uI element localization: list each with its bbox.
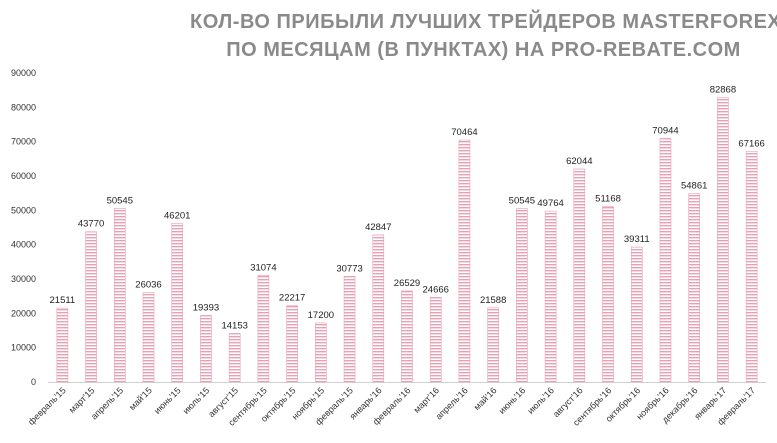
x-tick-label: февраль'15 bbox=[26, 385, 68, 427]
bar bbox=[630, 246, 643, 383]
x-tick-label: июнь'16 bbox=[497, 385, 528, 416]
y-tick-label: 30000 bbox=[11, 274, 36, 284]
y-tick-label: 50000 bbox=[11, 205, 36, 215]
data-label: 22217 bbox=[279, 293, 305, 304]
bar bbox=[429, 297, 442, 383]
bar bbox=[688, 193, 701, 383]
data-label: 17200 bbox=[308, 310, 334, 321]
data-label: 43770 bbox=[78, 219, 104, 230]
data-label: 67166 bbox=[738, 138, 764, 149]
data-label: 50545 bbox=[107, 195, 133, 206]
bar bbox=[228, 333, 241, 383]
bar bbox=[487, 307, 499, 383]
bar bbox=[56, 307, 69, 383]
y-tick-label: 20000 bbox=[11, 308, 36, 318]
y-tick-label: 0 bbox=[31, 377, 36, 387]
bar bbox=[573, 168, 586, 383]
data-label: 70464 bbox=[451, 127, 477, 138]
data-label: 54861 bbox=[681, 181, 707, 192]
chart-title: КОЛ-ВО ПРИБЫЛИ ЛУЧШИХ ТРЕЙДЕРОВ MASTERFO… bbox=[0, 8, 777, 64]
y-tick-label: 70000 bbox=[11, 137, 36, 147]
bar bbox=[142, 292, 155, 383]
y-axis: 0 10000 20000 30000 40000 50000 60000 70000 8000… bbox=[11, 68, 36, 387]
bar bbox=[114, 208, 126, 383]
bars bbox=[56, 97, 758, 383]
y-tick-label: 90000 bbox=[11, 68, 36, 78]
y-tick-label: 80000 bbox=[11, 102, 36, 112]
bar bbox=[257, 275, 270, 383]
bar bbox=[458, 139, 471, 383]
x-tick-label: июнь'15 bbox=[152, 385, 183, 416]
data-label: 30773 bbox=[336, 263, 362, 274]
data-label: 50545 bbox=[509, 195, 535, 206]
bar bbox=[200, 315, 212, 383]
data-label: 42847 bbox=[365, 222, 391, 233]
chart-title-line-1: КОЛ-ВО ПРИБЫЛИ ЛУЧШИХ ТРЕЙДЕРОВ MASTERFO… bbox=[190, 11, 777, 33]
bar bbox=[745, 151, 758, 383]
bar bbox=[85, 231, 97, 383]
y-tick-label: 60000 bbox=[11, 171, 36, 181]
data-label: 39311 bbox=[624, 234, 650, 245]
data-label: 26036 bbox=[135, 280, 161, 291]
bar bbox=[717, 97, 729, 383]
data-label: 21588 bbox=[480, 295, 506, 306]
y-tick-label: 40000 bbox=[11, 240, 36, 250]
data-label: 21511 bbox=[50, 295, 76, 306]
data-label: 51168 bbox=[595, 193, 621, 204]
data-label: 19393 bbox=[193, 302, 219, 313]
data-label: 24666 bbox=[423, 284, 449, 295]
data-label: 26529 bbox=[394, 278, 420, 289]
bar bbox=[372, 234, 385, 383]
chart-title-line-2: ПО МЕСЯЦАМ (В ПУНКТАХ) НА PRO-REBATE.COM bbox=[226, 39, 741, 61]
bar bbox=[659, 138, 672, 383]
x-tick-label: май'16 bbox=[472, 385, 499, 412]
x-tick-label: май'15 bbox=[127, 385, 154, 412]
bar bbox=[315, 322, 327, 383]
bar bbox=[602, 206, 614, 383]
bar bbox=[171, 223, 184, 383]
data-label: 49764 bbox=[537, 198, 563, 209]
bar bbox=[401, 290, 413, 383]
bar bbox=[343, 276, 356, 383]
data-label: 14153 bbox=[221, 320, 247, 331]
bar bbox=[286, 305, 298, 383]
y-tick-label: 10000 bbox=[11, 343, 36, 353]
data-label: 31074 bbox=[250, 262, 276, 273]
data-label: 46201 bbox=[164, 210, 190, 221]
data-label: 70944 bbox=[652, 125, 678, 136]
data-label: 62044 bbox=[566, 156, 592, 167]
data-label: 82868 bbox=[710, 84, 736, 95]
bar bbox=[516, 208, 528, 383]
bar bbox=[544, 210, 557, 383]
